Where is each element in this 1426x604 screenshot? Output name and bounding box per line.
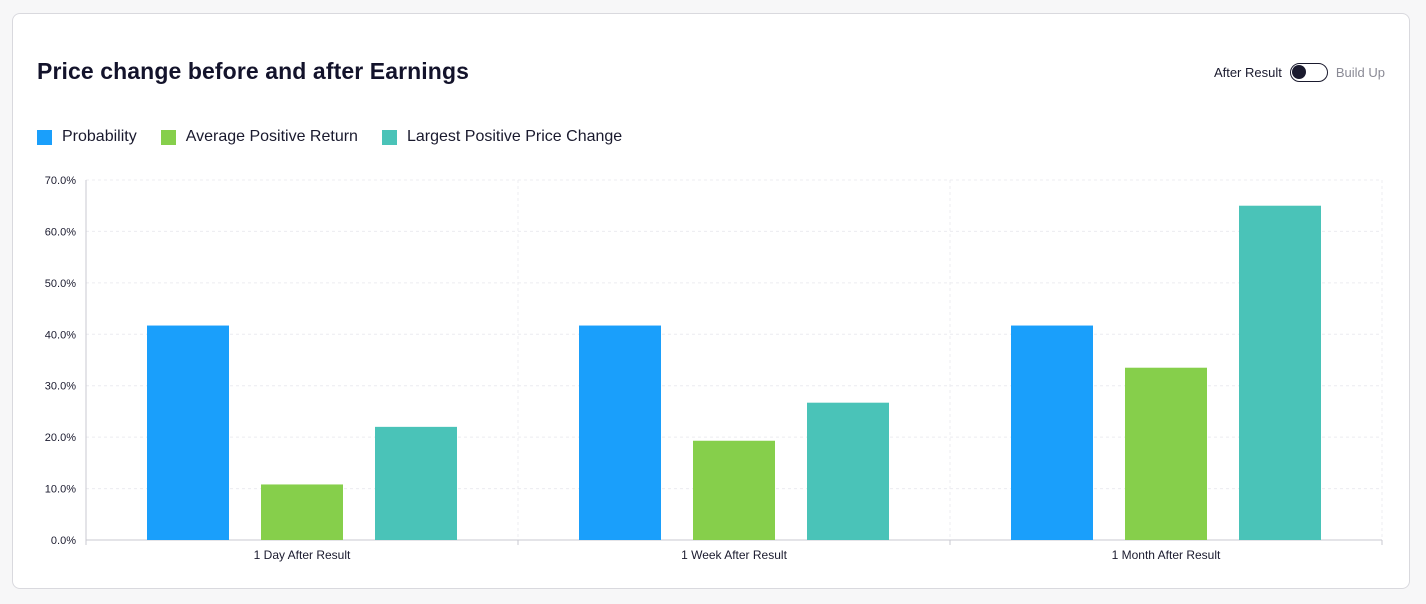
chart-legend: Probability Average Positive Return Larg…: [37, 128, 622, 146]
bar-probability: [579, 325, 661, 540]
chart-card: Price change before and after Earnings A…: [12, 13, 1410, 589]
legend-label-largest-positive-price-change: Largest Positive Price Change: [406, 128, 623, 145]
y-tick-label: 20.0%: [45, 432, 76, 444]
legend-swatch-largest-positive-price-change: [381, 129, 397, 145]
y-tick-label: 60.0%: [45, 226, 76, 238]
bar-largest-positive-price-change: [375, 426, 457, 540]
chart-title: Price change before and after Earnings: [37, 58, 469, 84]
bar-probability: [1011, 325, 1093, 540]
legend-item-largest-positive-price-change[interactable]: Largest Positive Price Change: [381, 128, 623, 146]
y-tick-label: 30.0%: [45, 381, 76, 393]
legend-label-probability: Probability: [62, 128, 137, 145]
view-toggle-switch[interactable]: [1289, 63, 1328, 82]
y-tick-label: 10.0%: [45, 484, 76, 496]
y-tick-label: 50.0%: [45, 278, 76, 290]
bar-largest-positive-price-change: [807, 402, 889, 540]
legend-swatch-probability: [37, 129, 52, 145]
bar-average-positive-return: [1125, 367, 1207, 540]
legend-item-average-positive-return[interactable]: Average Positive Return: [160, 128, 358, 146]
bar-largest-positive-price-change: [1239, 205, 1321, 540]
toggle-knob: [1291, 65, 1306, 79]
view-toggle: After Result Build Up: [1214, 63, 1385, 82]
x-tick-label: 1 Day After Result: [254, 548, 351, 562]
legend-label-average-positive-return: Average Positive Return: [185, 128, 358, 145]
y-tick-label: 70.0%: [45, 175, 76, 187]
bar-chart: 0.0% 10.0% 20.0% 30.0% 40.0% 50.0% 60.0% 70.0% 1…: [45, 175, 1383, 562]
legend-swatch-average-positive-return: [160, 129, 176, 145]
toggle-after-result-label[interactable]: After Result: [1213, 65, 1282, 80]
x-tick-label: 1 Month After Result: [1112, 548, 1221, 562]
legend-item-probability[interactable]: Probability: [37, 128, 137, 146]
y-tick-label: 0.0%: [51, 535, 76, 547]
toggle-build-up-label[interactable]: Build Up: [1335, 65, 1385, 80]
bar-probability: [147, 325, 229, 540]
bar-average-positive-return: [261, 484, 343, 540]
bar-average-positive-return: [693, 440, 775, 540]
y-tick-label: 40.0%: [45, 329, 76, 341]
x-tick-label: 1 Week After Result: [681, 548, 787, 562]
